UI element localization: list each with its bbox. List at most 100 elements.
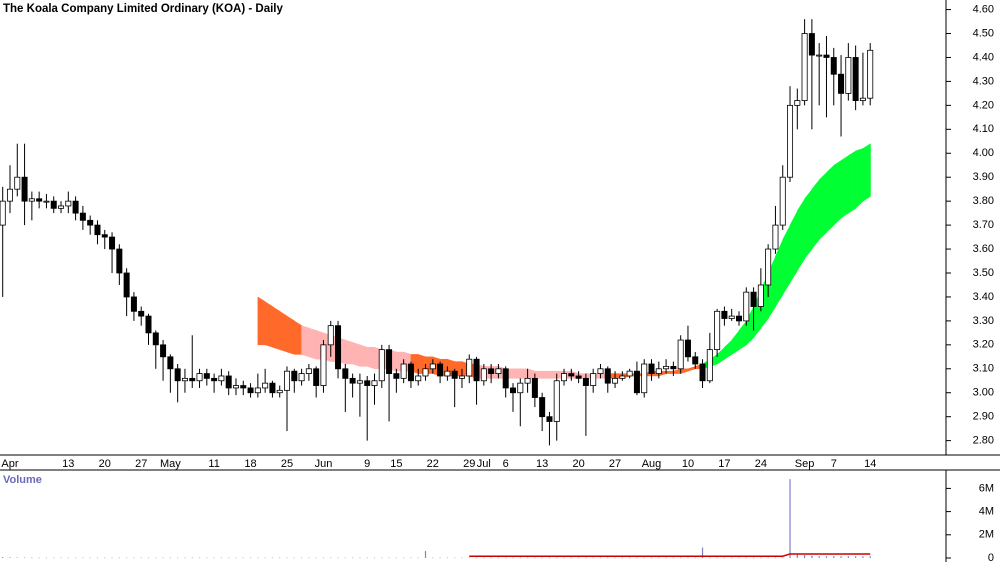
volume-bar: [701, 547, 704, 558]
ribbon-segment: [345, 339, 354, 365]
x-tick-label: 20: [99, 458, 111, 470]
candle-body: [838, 73, 845, 94]
candle-body: [473, 358, 480, 382]
candle-body: [546, 416, 553, 422]
volume-bar: [257, 557, 259, 559]
candle-body: [43, 200, 50, 203]
volume-bar: [359, 557, 361, 559]
ribbon-segment: [359, 344, 368, 367]
volume-bar: [760, 557, 762, 559]
candle-body: [779, 176, 786, 226]
candle-body: [714, 310, 721, 351]
volume-average: [469, 553, 871, 558]
candle-body: [502, 368, 509, 389]
volume-bar: [570, 557, 572, 559]
candle-body: [218, 375, 225, 382]
volume-bar: [804, 555, 806, 558]
volume-bar: [541, 557, 543, 559]
volume-bar: [490, 557, 492, 559]
volume-bar: [198, 557, 201, 559]
candle-body: [225, 375, 232, 389]
ribbon-segment: [804, 188, 813, 260]
candle-body: [787, 104, 794, 178]
candle-body: [582, 377, 589, 386]
volume-bar: [308, 557, 310, 559]
ribbon-segment: [848, 150, 857, 214]
volume-bar: [169, 557, 171, 559]
candle-body: [743, 291, 750, 322]
volume-bar: [271, 557, 274, 559]
volume-bar: [650, 557, 653, 559]
volume-bar: [578, 557, 580, 559]
candle-body: [291, 370, 298, 382]
volume-bar: [687, 557, 689, 559]
x-tick-label: 7: [831, 458, 837, 470]
volume-bar: [825, 556, 828, 558]
candle-body: [342, 368, 349, 379]
candle-body: [670, 365, 677, 370]
x-tick-label: 13: [62, 458, 74, 470]
candle-body: [437, 363, 444, 377]
volume-bar: [629, 557, 631, 559]
candle-body: [276, 389, 283, 394]
y-tick-label: 3.60: [973, 243, 994, 255]
volume-bar: [534, 557, 536, 559]
volume-bar: [723, 557, 726, 559]
candle-body: [364, 380, 371, 386]
volume-bar: [235, 557, 237, 559]
candle-body: [509, 387, 516, 394]
volume-bar: [745, 557, 747, 559]
volume-bar: [373, 557, 376, 559]
candle-body: [590, 373, 597, 386]
candle-body: [648, 363, 655, 374]
candle-body: [407, 363, 414, 382]
ribbon-segment: [257, 296, 266, 346]
y-tick-label: 4.30: [973, 75, 994, 87]
volume-bar: [483, 557, 485, 559]
candle-body: [6, 188, 13, 202]
ribbon-segment: [541, 370, 550, 379]
volume-bar: [592, 557, 594, 559]
candle-body: [867, 49, 874, 99]
volume-bar: [497, 557, 500, 559]
x-tick-label: 15: [390, 458, 402, 470]
candle-body: [94, 224, 101, 236]
candle-body: [116, 248, 123, 274]
candle-body: [262, 382, 269, 389]
volume-bar: [249, 557, 252, 559]
x-tick-label: May: [160, 458, 181, 470]
volume-bar: [680, 557, 682, 559]
volume-bar: [344, 557, 346, 559]
candle-body: [109, 236, 116, 250]
ribbon-segment: [840, 155, 849, 219]
candle-body: [232, 385, 239, 389]
volume-bar: [862, 556, 864, 558]
y-tick-label: 2M: [979, 529, 994, 541]
candle-body: [298, 373, 305, 382]
volume-bar: [475, 557, 478, 559]
candle-body: [772, 224, 779, 250]
x-tick-label: Jun: [315, 458, 333, 470]
x-tick-label: 25: [281, 458, 293, 470]
volume-bar: [395, 557, 397, 559]
candle-body: [152, 332, 159, 346]
volume-bar: [155, 557, 157, 559]
volume-bar: [840, 556, 842, 558]
volume-bar: [512, 557, 514, 559]
x-tick-label: 6: [503, 458, 509, 470]
y-tick-label: 3.70: [973, 219, 994, 231]
volume-bar: [614, 557, 616, 559]
ribbon-segment: [352, 342, 361, 367]
volume-bar: [774, 557, 777, 559]
ribbon-segment: [549, 370, 558, 379]
candle-body: [684, 339, 691, 358]
volume-bar: [454, 557, 456, 559]
candle-body: [305, 368, 312, 374]
ribbon-segment: [294, 320, 303, 355]
x-tick-label: 27: [135, 458, 147, 470]
candle-body: [196, 373, 203, 382]
volume-bar: [147, 557, 150, 559]
x-tick-label: 24: [755, 458, 767, 470]
volume-title: Volume: [3, 474, 42, 486]
candle-body: [458, 375, 465, 379]
